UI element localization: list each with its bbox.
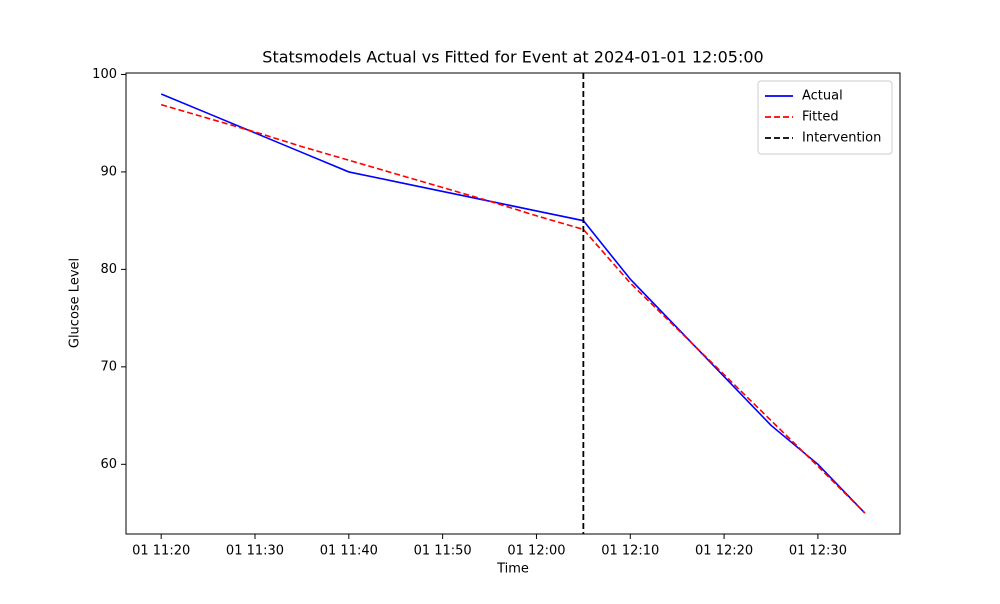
series-line (160, 103, 866, 514)
legend-box (757, 80, 893, 155)
x-tick-label: 01 11:50 (414, 544, 472, 559)
x-tick-label: 01 11:40 (320, 544, 378, 559)
legend-label: Actual (802, 89, 843, 104)
x-tick-label: 01 12:30 (789, 544, 847, 559)
legend-label: Fitted (802, 110, 839, 125)
series-line (160, 93, 866, 514)
x-tick-label: 01 12:00 (507, 544, 565, 559)
chart-title: Statsmodels Actual vs Fitted for Event a… (262, 48, 763, 67)
x-tick-label: 01 12:20 (695, 544, 753, 559)
y-tick-label: 80 (100, 262, 117, 277)
legend-label: Intervention (802, 131, 881, 146)
x-tick-label: 01 11:30 (226, 544, 284, 559)
x-axis-label: Time (496, 562, 529, 577)
x-tick-label: 01 12:10 (601, 544, 659, 559)
y-tick-label: 60 (100, 457, 117, 472)
y-axis-label: Glucose Level (68, 258, 83, 348)
plot-frame (125, 72, 901, 535)
y-tick-label: 90 (100, 164, 117, 179)
y-tick-label: 100 (92, 67, 117, 82)
y-tick-label: 70 (100, 359, 117, 374)
x-tick-label: 01 11:20 (132, 544, 190, 559)
